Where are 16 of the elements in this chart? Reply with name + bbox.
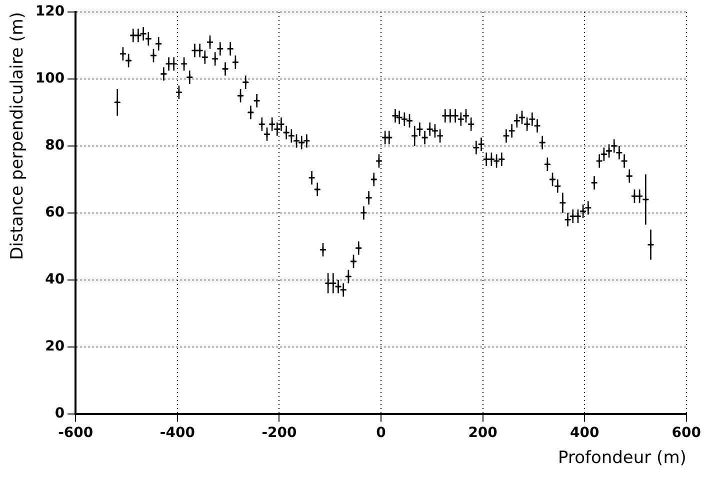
y-tick-label: 100 xyxy=(35,70,65,87)
x-axis-title: Profondeur (m) xyxy=(558,448,686,468)
y-tick-label: 80 xyxy=(45,138,65,154)
x-tick-label: -400 xyxy=(160,424,196,441)
x-tick-label: -200 xyxy=(262,424,297,441)
y-tick-label: 60 xyxy=(45,204,65,221)
x-tick-label: -600 xyxy=(58,424,94,441)
x-tick-label: 0 xyxy=(376,424,386,441)
x-tick-label: 600 xyxy=(672,424,702,441)
y-tick-label: 120 xyxy=(35,4,65,20)
y-tick-label: 20 xyxy=(45,338,65,354)
x-tick-label: 200 xyxy=(468,424,498,441)
y-tick-label: 0 xyxy=(54,405,65,422)
x-tick-label: 400 xyxy=(570,424,600,441)
y-axis-title: Distance perpendiculaire (m) xyxy=(8,12,28,260)
y-tick-label: 40 xyxy=(45,272,65,288)
